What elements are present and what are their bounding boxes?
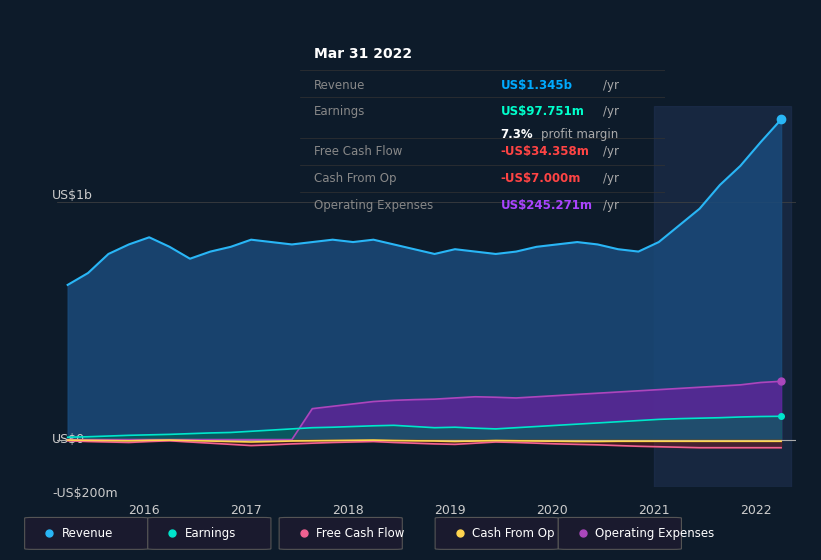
Text: Operating Expenses: Operating Expenses	[595, 526, 714, 540]
Text: /yr: /yr	[603, 199, 619, 212]
Text: 2018: 2018	[332, 504, 364, 517]
Text: Cash From Op: Cash From Op	[472, 526, 554, 540]
Text: US$245.271m: US$245.271m	[501, 199, 593, 212]
Text: US$1.345b: US$1.345b	[501, 78, 572, 92]
FancyBboxPatch shape	[279, 517, 402, 549]
Text: 2020: 2020	[536, 504, 567, 517]
Text: 7.3%: 7.3%	[501, 128, 533, 141]
FancyBboxPatch shape	[558, 517, 681, 549]
FancyBboxPatch shape	[25, 517, 148, 549]
FancyBboxPatch shape	[148, 517, 271, 549]
Text: Revenue: Revenue	[62, 526, 113, 540]
Text: /yr: /yr	[603, 172, 619, 185]
Text: Earnings: Earnings	[185, 526, 236, 540]
Text: -US$200m: -US$200m	[53, 487, 118, 500]
Text: US$97.751m: US$97.751m	[501, 105, 585, 118]
Text: Earnings: Earnings	[314, 105, 365, 118]
Text: 2016: 2016	[128, 504, 160, 517]
Text: profit margin: profit margin	[541, 128, 618, 141]
Text: 2019: 2019	[434, 504, 466, 517]
Text: 2021: 2021	[638, 504, 669, 517]
Text: 2017: 2017	[230, 504, 262, 517]
Text: Free Cash Flow: Free Cash Flow	[316, 526, 405, 540]
FancyBboxPatch shape	[435, 517, 558, 549]
Text: 2022: 2022	[740, 504, 772, 517]
Text: Revenue: Revenue	[314, 78, 365, 92]
Text: Cash From Op: Cash From Op	[314, 172, 397, 185]
Text: Operating Expenses: Operating Expenses	[314, 199, 433, 212]
Text: US$0: US$0	[53, 433, 85, 446]
Text: /yr: /yr	[603, 78, 619, 92]
Text: US$1b: US$1b	[53, 189, 94, 202]
Text: Free Cash Flow: Free Cash Flow	[314, 145, 402, 158]
Text: /yr: /yr	[603, 145, 619, 158]
Text: -US$34.358m: -US$34.358m	[501, 145, 589, 158]
Text: -US$7.000m: -US$7.000m	[501, 172, 581, 185]
Text: Mar 31 2022: Mar 31 2022	[314, 47, 412, 61]
Text: /yr: /yr	[603, 105, 619, 118]
Bar	[654, 106, 791, 487]
